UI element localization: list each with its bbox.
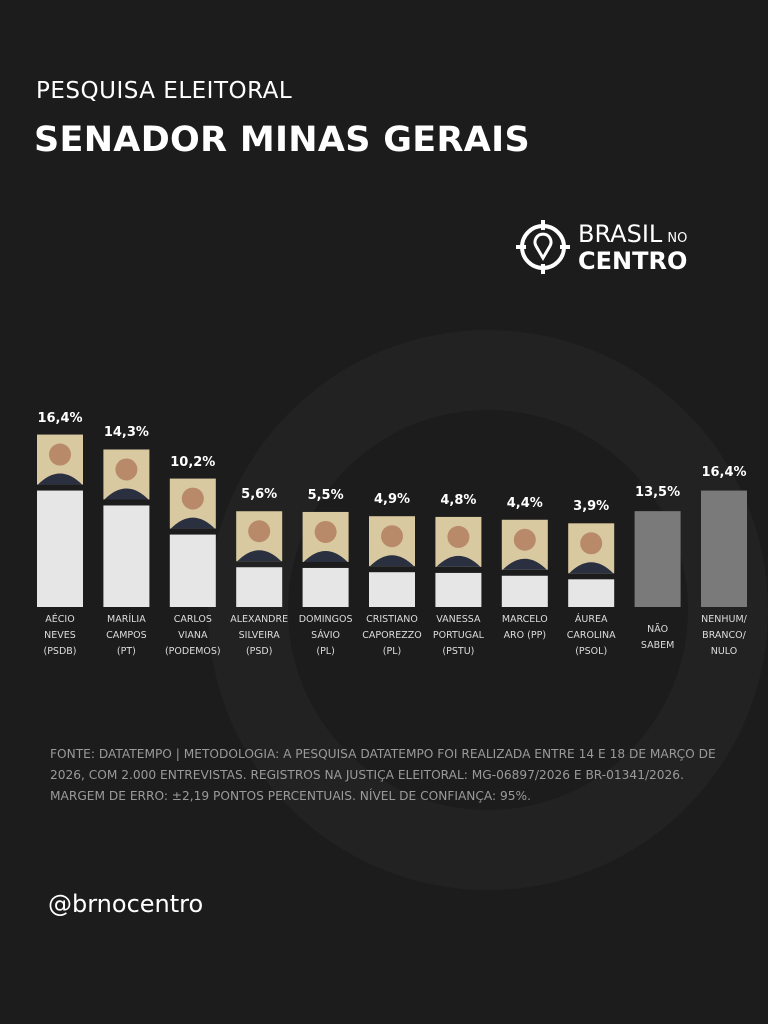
value-label: 16,4% — [701, 464, 747, 480]
candidate-body — [303, 550, 348, 562]
bar — [634, 511, 681, 607]
logo-line2: CENTRO — [578, 246, 688, 275]
candidate-body — [38, 473, 82, 485]
bar — [435, 572, 482, 607]
crosshair-map-pin-icon — [516, 220, 570, 274]
source-footnote: FONTE: DATATEMPO | METODOLOGIA: A PESQUI… — [50, 747, 716, 803]
value-label: 10,2% — [170, 454, 216, 470]
candidate-body — [436, 555, 481, 567]
candidate-face — [49, 443, 71, 466]
candidate-body — [237, 550, 282, 562]
bar — [501, 575, 548, 607]
category-label: ALEXANDRE SILVEIRA (PSD) — [230, 614, 289, 657]
category-label: CRISTIANO CAPOREZZO (PL) — [362, 614, 422, 657]
value-label: 13,5% — [635, 485, 681, 501]
candidate-face — [248, 520, 271, 543]
brand-logo: BRASIL NO CENTRO — [514, 218, 687, 276]
candidate-body — [370, 555, 414, 567]
value-label: 16,4% — [37, 410, 83, 426]
candidate-face — [115, 458, 138, 481]
social-handle: @brnocentro — [48, 890, 204, 918]
category-label: MARCELO ARO (PP) — [501, 614, 548, 641]
candidate-face — [181, 487, 204, 510]
value-label: 5,6% — [241, 487, 278, 503]
candidate-face — [513, 528, 536, 551]
value-label: 4,8% — [440, 492, 477, 508]
category-label: MARÍLIA CAMPOS (PT) — [106, 614, 147, 657]
bar-chart — [37, 434, 747, 607]
category-label: CARLOS VIANA (PODEMOS) — [164, 614, 221, 657]
logo-line1: BRASIL — [578, 219, 663, 248]
category-label: ÁUREA CAROLINA (PSOL) — [566, 614, 616, 657]
value-label: 14,3% — [103, 425, 149, 441]
candidate-body — [569, 562, 614, 574]
category-label: AÉCIO NEVES (PSDB) — [43, 614, 77, 657]
bar — [37, 490, 83, 607]
bar — [302, 567, 349, 607]
category-label: NENHUM/BRANCO/NULO — [701, 614, 747, 657]
bar — [568, 579, 615, 607]
candidate-body — [104, 488, 149, 500]
candidate-body — [502, 558, 547, 570]
value-label: 4,4% — [506, 495, 543, 511]
logo-no: NO — [667, 230, 688, 246]
page-subtitle: PESQUISA ELEITORAL — [36, 78, 293, 104]
candidate-face — [447, 525, 470, 548]
value-label: 4,9% — [373, 492, 411, 508]
category-label: NÃO SABEM — [640, 624, 675, 651]
value-label: 5,5% — [307, 487, 344, 503]
candidate-face — [314, 520, 337, 543]
bar — [701, 490, 747, 607]
value-label: 3,9% — [573, 499, 610, 515]
page-title: SENADOR MINAS GERAIS — [34, 120, 530, 160]
candidate-body — [170, 517, 215, 529]
bar — [103, 505, 150, 607]
candidate-face — [580, 532, 603, 555]
candidate-face — [381, 525, 403, 548]
bar — [169, 534, 216, 607]
category-label: DOMINGOS SÁVIO (PL) — [298, 614, 353, 657]
bar — [369, 572, 415, 607]
bar — [236, 567, 283, 607]
category-label: VANESSA PORTUGAL (PSTU) — [432, 614, 484, 657]
